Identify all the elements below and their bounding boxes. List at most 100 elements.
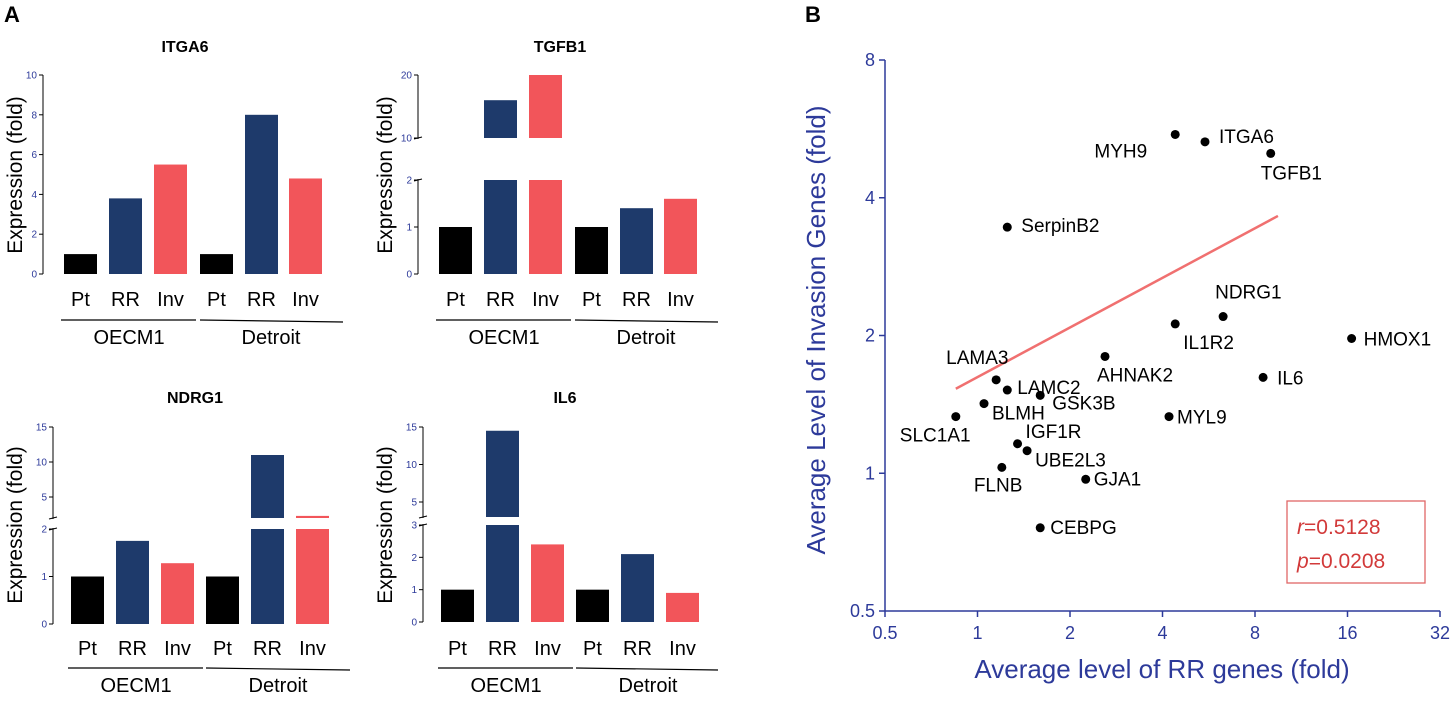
- y-tick-label: 8: [865, 50, 875, 70]
- point-myh9: [1170, 129, 1180, 139]
- point-label-tgfb1: TGFB1: [1261, 163, 1322, 184]
- point-label-il1r2: IL1R2: [1183, 333, 1234, 354]
- point-label-hmox1: HMOX1: [1364, 330, 1432, 351]
- point-label-gsk3b: GSK3B: [1052, 393, 1115, 414]
- y-tick-label: 4: [865, 188, 875, 208]
- y-tick-label: 10: [406, 460, 418, 471]
- y-tick-label: 2: [31, 230, 37, 241]
- r-value: =0.5128: [1304, 516, 1381, 539]
- point-serpinb2: [1002, 222, 1012, 232]
- x-axis-label: Average level of RR genes (fold): [974, 654, 1349, 684]
- y-tick-label: 10: [401, 134, 413, 145]
- bar-break-gap: [250, 518, 285, 529]
- bar-oecm1-rr: [486, 430, 519, 622]
- bar-detroit-rr: [620, 208, 653, 274]
- axis-break-mark: [48, 516, 58, 520]
- point-cebpg: [1035, 523, 1045, 533]
- axis-break-gap: [420, 518, 426, 524]
- bar-detroit-rr: [251, 455, 284, 624]
- point-itga6: [1200, 137, 1210, 147]
- group-label: OECM1: [93, 327, 164, 349]
- bar-oecm1-pt: [441, 589, 474, 622]
- bar-detroit-pt: [200, 254, 233, 274]
- bar-chart-ndrg1: NDRG1 Expression (fold) 0 1 2 5 10 15 Pt RR Inv Pt R…: [4, 390, 351, 697]
- bar-oecm1-rr: [484, 100, 517, 274]
- category-label: Inv: [532, 289, 559, 311]
- y-tick-label: 10: [26, 71, 38, 82]
- category-label: Pt: [78, 638, 97, 660]
- y-tick-label: 20: [401, 71, 413, 82]
- point-ahnak2: [1100, 351, 1110, 361]
- category-label: Inv: [534, 638, 561, 660]
- y-tick-label: 1: [406, 223, 412, 234]
- category-label: Pt: [207, 289, 226, 311]
- r-symbol: r: [1297, 516, 1305, 539]
- group-underline: [574, 319, 719, 323]
- bar-detroit-rr: [621, 554, 654, 622]
- bar-oecm1-pt: [64, 254, 97, 274]
- point-label-itga6: ITGA6: [1219, 127, 1274, 148]
- bar-oecm1-inv: [531, 544, 564, 622]
- y-tick-label: 4: [31, 190, 37, 201]
- y-tick-label: 8: [31, 110, 37, 121]
- category-label: Inv: [669, 638, 696, 660]
- bar-chart-il6: IL6 Expression (fold) 0 1 2 3 5 10 15 Pt RR Inv Pt RR…: [374, 390, 719, 697]
- y-tick-label: 10: [36, 458, 48, 469]
- point-igf1r: [1013, 439, 1023, 449]
- bar-break-gap: [528, 138, 563, 180]
- p-symbol: p: [1296, 550, 1309, 573]
- panel-b-letter: B: [805, 2, 821, 27]
- point-lama3: [991, 375, 1001, 385]
- bar-detroit-rr: [245, 114, 278, 274]
- point-lamc2: [1002, 385, 1012, 395]
- bar-oecm1-pt: [71, 576, 104, 624]
- point-label-gja1: GJA1: [1094, 469, 1142, 490]
- point-myl9: [1164, 412, 1174, 422]
- chart-title: TGFB1: [534, 39, 587, 56]
- y-axis-label: Expression (fold): [374, 96, 397, 254]
- category-label: RR: [622, 289, 651, 311]
- group-label: OECM1: [468, 327, 539, 349]
- point-gsk3b: [1035, 390, 1045, 400]
- y-tick-label: 0: [31, 270, 37, 281]
- stats-box: [1286, 500, 1426, 584]
- point-label-il6: IL6: [1277, 368, 1303, 389]
- category-label: RR: [111, 289, 140, 311]
- r-value-label: r=0.5128: [1297, 516, 1381, 539]
- y-axis-label: Expression (fold): [4, 96, 27, 254]
- regression-line: [955, 214, 1279, 390]
- category-label: Pt: [446, 289, 465, 311]
- category-label: Pt: [71, 289, 90, 311]
- y-tick-label: 0: [406, 270, 412, 281]
- y-tick-label: 2: [406, 176, 412, 187]
- group-label: Detroit: [242, 327, 301, 349]
- group-underline: [199, 319, 344, 323]
- category-label: Inv: [292, 289, 319, 311]
- point-ube2l3: [1022, 446, 1032, 456]
- y-tick-label: 2: [41, 525, 47, 536]
- y-tick-label: 5: [41, 493, 47, 504]
- bar-detroit-pt: [576, 589, 609, 622]
- p-value: =0.0208: [1309, 550, 1386, 573]
- bar-detroit-inv: [666, 592, 699, 622]
- category-label: RR: [488, 638, 517, 660]
- point-flnb: [997, 462, 1007, 472]
- y-tick-label: 0: [411, 618, 417, 629]
- bar-detroit-pt: [575, 227, 608, 274]
- y-tick-label: 6: [31, 150, 37, 161]
- axis-break-gap: [415, 139, 421, 179]
- category-label: RR: [486, 289, 515, 311]
- point-label-ndrg1: NDRG1: [1215, 283, 1282, 304]
- group-label: Detroit: [619, 675, 678, 697]
- point-label-flnb: FLNB: [974, 475, 1023, 496]
- point-gja1: [1081, 474, 1091, 484]
- point-label-myh9: MYH9: [1094, 141, 1147, 162]
- category-label: Pt: [213, 638, 232, 660]
- point-label-serpinb2: SerpinB2: [1021, 216, 1099, 237]
- point-label-slc1a1: SLC1A1: [900, 426, 971, 447]
- point-ndrg1: [1218, 312, 1228, 322]
- axis-break-mark: [413, 136, 423, 140]
